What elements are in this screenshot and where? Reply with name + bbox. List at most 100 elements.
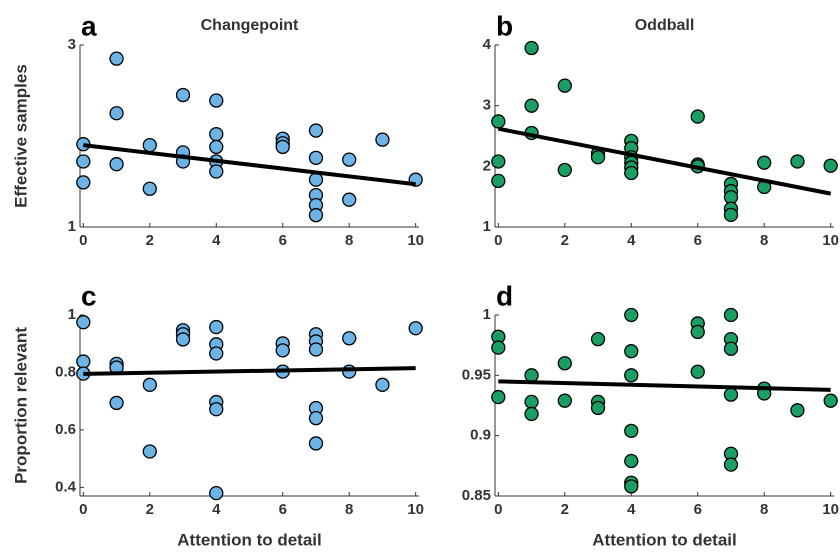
point [524, 394, 539, 410]
point [690, 109, 705, 124]
x-tick-label: 6 [279, 232, 287, 249]
panel-letter: b [496, 10, 513, 41]
point [590, 400, 606, 416]
point [308, 123, 324, 138]
x-tick-label: 4 [627, 501, 636, 518]
x-tick-label: 8 [760, 501, 768, 518]
x-tick-label: 2 [561, 501, 569, 518]
point [308, 208, 324, 223]
point [175, 87, 191, 103]
x-tick-label: 4 [627, 232, 636, 249]
trend-line [83, 366, 416, 376]
point [109, 157, 124, 172]
point [209, 164, 224, 179]
point [624, 165, 639, 181]
point [723, 307, 739, 323]
point [557, 393, 572, 408]
point [557, 162, 572, 178]
y-tick-label: 0.9 [470, 427, 491, 444]
point [624, 307, 639, 323]
point [342, 364, 357, 379]
point [690, 364, 705, 379]
y-tick-label: 1 [483, 218, 491, 235]
x-tick-label: 8 [345, 501, 353, 518]
point [308, 436, 324, 451]
point [209, 346, 224, 361]
point [109, 106, 124, 121]
x-tick-label: 0 [79, 501, 87, 518]
x-axis-label: Attention to detail [592, 530, 736, 549]
point [823, 393, 838, 408]
panel-letter: d [496, 280, 513, 311]
x-tick-label: 2 [146, 232, 154, 249]
point [142, 377, 157, 392]
panel-letter: a [81, 10, 97, 41]
x-tick-label: 4 [212, 501, 221, 518]
trend-line [498, 379, 831, 392]
point [342, 331, 357, 346]
point [823, 158, 838, 173]
point [524, 98, 539, 113]
point [375, 132, 390, 147]
point [342, 152, 357, 167]
y-tick-label: 3 [483, 97, 491, 114]
point [723, 341, 739, 356]
point [557, 78, 572, 93]
point [624, 423, 639, 438]
point [790, 403, 805, 418]
y-tick-label: 0.95 [462, 366, 491, 383]
point [524, 40, 539, 56]
x-tick-label: 10 [407, 232, 424, 249]
x-tick-label: 0 [494, 232, 502, 249]
point [308, 172, 324, 187]
x-tick-label: 2 [561, 232, 569, 249]
x-tick-label: 6 [279, 501, 287, 518]
y-tick-label: 1 [68, 306, 76, 323]
point [624, 368, 639, 383]
x-tick-label: 0 [79, 232, 87, 249]
point [723, 457, 739, 472]
x-tick-label: 2 [146, 501, 154, 518]
point [590, 331, 606, 347]
x-tick-label: 8 [760, 232, 768, 249]
point [308, 342, 324, 357]
point [142, 181, 157, 196]
point [624, 453, 639, 469]
panel-letter: c [81, 280, 97, 311]
point [308, 410, 324, 426]
y-tick-label: 3 [68, 36, 76, 53]
panel-title: Oddball [635, 17, 695, 34]
x-tick-label: 6 [694, 232, 702, 249]
y-axis-label: Proportion relevant [11, 327, 30, 484]
x-tick-label: 6 [694, 501, 702, 518]
point [408, 321, 423, 336]
y-tick-label: 4 [483, 36, 492, 53]
x-tick-label: 8 [345, 232, 353, 249]
point [308, 150, 324, 165]
y-tick-label: 2 [483, 157, 491, 174]
point [76, 175, 91, 190]
point [590, 150, 606, 165]
point [76, 154, 91, 169]
y-tick-label: 1 [483, 306, 491, 323]
point [76, 315, 91, 330]
point [109, 51, 124, 66]
y-tick-label: 0.8 [55, 363, 76, 380]
trend-line [497, 126, 832, 196]
point [142, 444, 157, 459]
y-tick-label: 0.6 [55, 421, 76, 438]
trend-line [83, 143, 416, 187]
point [491, 173, 506, 189]
point [209, 319, 224, 335]
point [557, 356, 572, 371]
point [275, 139, 290, 155]
point [757, 155, 772, 170]
x-tick-label: 10 [407, 501, 424, 518]
point [209, 93, 224, 108]
point [209, 139, 224, 155]
point [375, 377, 390, 392]
point [275, 343, 290, 358]
x-tick-label: 10 [822, 232, 839, 249]
x-tick-label: 10 [822, 501, 839, 518]
